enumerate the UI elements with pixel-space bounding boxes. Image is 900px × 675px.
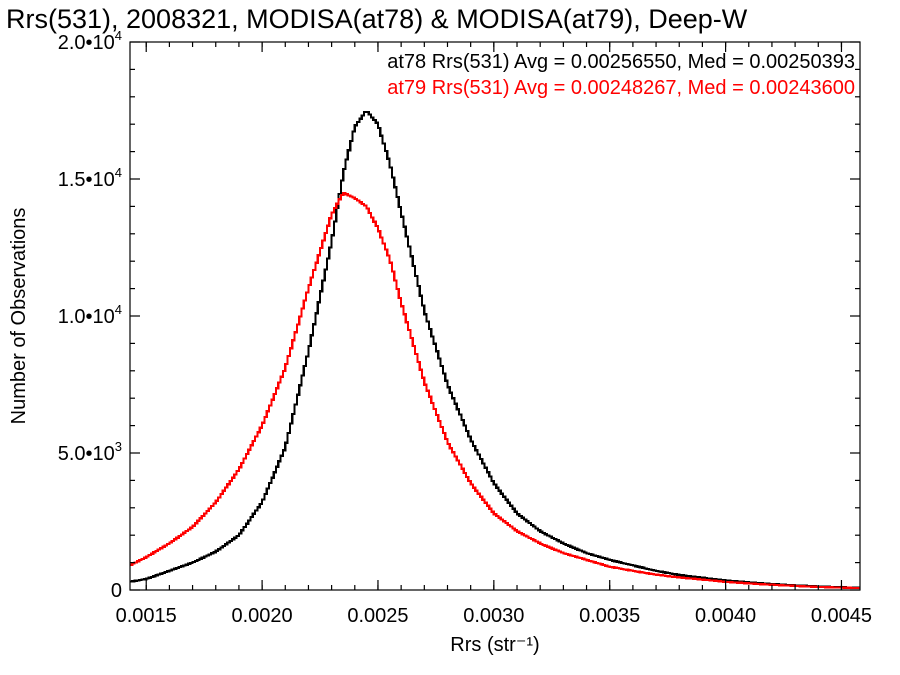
y-tick-label: 1.5•104 [58, 165, 122, 191]
x-tick-label: 0.0045 [811, 605, 872, 627]
series-1-line [130, 192, 860, 590]
x-tick-label: 0.0030 [463, 605, 524, 627]
x-tick-label: 0.0020 [232, 605, 293, 627]
y-tick-label: 0 [111, 580, 122, 602]
y-tick-label: 5.0•103 [58, 439, 122, 465]
x-tick-label: 0.0015 [116, 605, 177, 627]
x-axis-label: Rrs (str⁻¹) [450, 634, 539, 656]
series-layer [130, 110, 860, 590]
y-axis-ticks: 0 5.0•103 1.0•104 1.5•104 2.0•104 [58, 28, 860, 602]
x-tick-label: 0.0040 [695, 605, 756, 627]
y-axis-label: Number of Observations [8, 208, 30, 425]
stat-at79: at79 Rrs(531) Avg = 0.00248267, Med = 0.… [387, 77, 855, 99]
series-0-line [130, 110, 860, 589]
chart-title: Rrs(531), 2008321, MODISA(at78) & MODISA… [6, 4, 748, 34]
plot-frame [129, 41, 861, 591]
stat-at78: at78 Rrs(531) Avg = 0.00256550, Med = 0.… [387, 51, 855, 73]
y-tick-label: 1.0•104 [58, 302, 122, 328]
x-axis-ticks: 0.0015 0.0020 0.0025 0.0030 0.0035 0.0040 0.00… [116, 42, 872, 627]
y-tick-label: 2.0•104 [58, 28, 122, 54]
x-tick-label: 0.0035 [579, 605, 640, 627]
x-tick-label: 0.0025 [347, 605, 408, 627]
